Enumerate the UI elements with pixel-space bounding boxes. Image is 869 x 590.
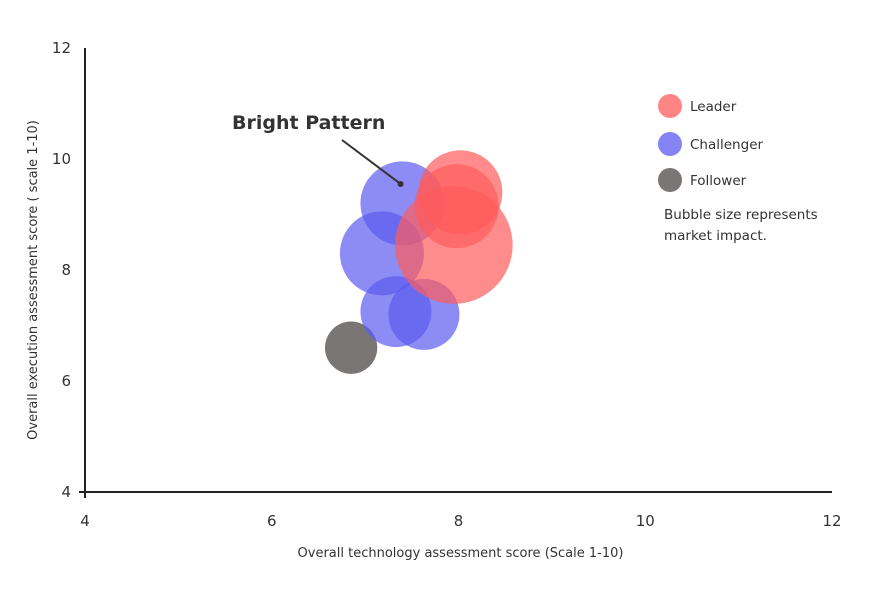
legend-swatch-challenger xyxy=(658,132,682,156)
note-line-2: market impact. xyxy=(664,228,767,244)
annotation-label: Bright Pattern xyxy=(232,112,385,134)
legend-label-challenger: Challenger xyxy=(690,137,763,153)
legend-swatch-leader xyxy=(658,94,682,118)
x-tick-label: 10 xyxy=(636,512,655,530)
legend-label-leader: Leader xyxy=(690,99,737,115)
y-tick-label: 12 xyxy=(52,39,71,57)
bubble-follower xyxy=(324,321,378,374)
axes xyxy=(79,48,832,498)
annotation-pointer-dot xyxy=(397,180,404,187)
annotation: Bright Pattern xyxy=(232,112,404,187)
y-tick-label: 10 xyxy=(52,150,71,168)
bubble-layer xyxy=(324,150,513,374)
legend-swatch-follower xyxy=(658,168,682,192)
y-axis-label: Overall execution assessment score ( sca… xyxy=(26,120,41,440)
note-line-1: Bubble size represents xyxy=(664,207,818,223)
x-tick-label: 4 xyxy=(80,512,90,530)
y-tick-label: 6 xyxy=(61,372,71,390)
legend: Leader Challenger Follower xyxy=(658,94,763,192)
legend-label-follower: Follower xyxy=(690,173,747,189)
y-tick-label: 8 xyxy=(61,261,71,279)
tick-labels: 4 6 8 10 12 4 6 8 10 12 xyxy=(52,39,842,530)
x-axis-label: Overall technology assessment score (Sca… xyxy=(298,546,624,561)
annotation-pointer-line xyxy=(341,139,402,185)
y-tick-label: 4 xyxy=(61,483,71,501)
x-tick-label: 8 xyxy=(454,512,464,530)
bubble-size-note: Bubble size represents market impact. xyxy=(664,207,818,244)
bubble-leader xyxy=(395,186,513,304)
x-tick-label: 12 xyxy=(822,512,841,530)
x-tick-label: 6 xyxy=(267,512,277,530)
